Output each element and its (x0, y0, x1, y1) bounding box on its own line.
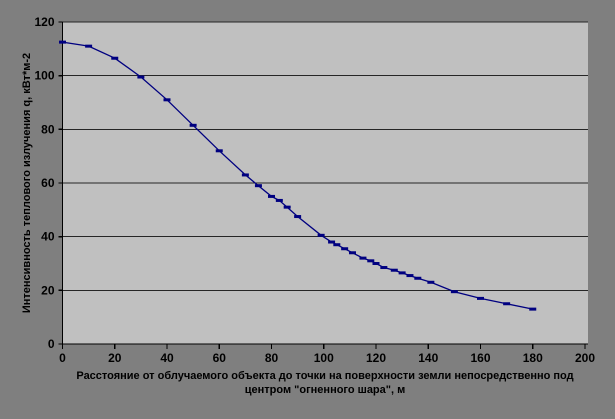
y-tick-label: 60 (41, 176, 55, 190)
data-point-marker (450, 290, 458, 294)
data-point-marker (427, 280, 435, 284)
y-tick-label: 20 (41, 283, 55, 297)
data-point-marker (275, 198, 283, 202)
data-point-marker (215, 149, 223, 153)
data-point-marker (529, 307, 537, 311)
y-tick-label: 80 (41, 122, 55, 136)
data-point-marker (317, 233, 325, 237)
data-point-marker (367, 259, 375, 263)
y-tick-label: 0 (48, 337, 55, 351)
data-point-marker (241, 173, 249, 177)
data-point-marker (406, 274, 414, 278)
data-point-marker (254, 184, 262, 188)
data-point-marker (341, 247, 349, 251)
x-tick-label: 180 (523, 351, 543, 365)
x-tick-label: 200 (575, 351, 595, 365)
y-axis-title: Интенсивность теплового излучения q, кВт… (21, 52, 33, 314)
data-point-marker (59, 40, 66, 44)
data-point-marker (283, 205, 291, 209)
x-tick-label: 80 (265, 351, 279, 365)
x-tick-label: 140 (418, 351, 438, 365)
x-axis-title: Расстояние от облучаемого объекта до точ… (76, 370, 574, 396)
data-point-marker (503, 302, 511, 306)
data-point-marker (163, 98, 171, 102)
data-point-marker (333, 243, 341, 247)
data-point-marker (390, 268, 398, 272)
x-tick-label: 40 (160, 351, 174, 365)
x-tick-label: 100 (314, 351, 334, 365)
x-tick-label: 60 (213, 351, 227, 365)
x-tick-label: 20 (108, 351, 122, 365)
data-point-marker (372, 262, 380, 265)
data-point-marker (414, 276, 422, 280)
data-point-marker (137, 75, 145, 79)
x-tick-label: 120 (366, 351, 386, 365)
data-point-marker (294, 215, 302, 219)
data-point-marker (85, 44, 93, 48)
data-point-marker (359, 256, 367, 260)
data-point-marker (380, 266, 388, 270)
x-tick-label: 160 (470, 351, 490, 365)
data-point-marker (477, 296, 484, 300)
x-tick-label: 0 (59, 351, 66, 365)
data-point-marker (398, 271, 406, 275)
data-point-marker (111, 56, 119, 60)
data-point-marker (348, 251, 356, 255)
data-point-marker (189, 123, 197, 127)
data-point-marker (268, 194, 275, 198)
y-tick-label: 120 (34, 15, 54, 29)
y-tick-label: 40 (41, 230, 55, 244)
data-point-marker (328, 240, 336, 244)
y-tick-label: 100 (34, 69, 54, 83)
